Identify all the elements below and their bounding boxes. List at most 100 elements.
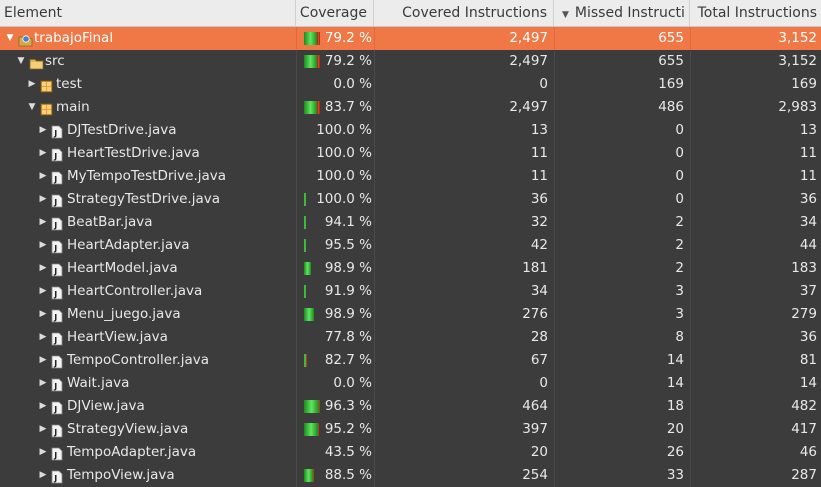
- total-instructions-value: 169: [791, 76, 817, 92]
- tree-row[interactable]: ▶ J StrategyView.java 95.2 % 397 20 417: [0, 418, 821, 441]
- tree-row[interactable]: ▶ J StrategyTestDrive.java 100.0 % 36 0 36: [0, 188, 821, 211]
- covered-instructions-value: 42: [530, 237, 548, 253]
- coverage-percent: 79.2 %: [324, 53, 372, 69]
- element-cell: ▶ test: [0, 73, 296, 96]
- svg-text:J: J: [53, 336, 57, 345]
- tree-row[interactable]: ▶ J DJView.java 96.3 % 464 18 482: [0, 395, 821, 418]
- java-file-icon: J: [51, 193, 64, 208]
- missed-instructions-value: 33: [666, 467, 684, 483]
- tree-row[interactable]: ▶ J HeartAdapter.java 95.5 % 42 2 44: [0, 234, 821, 257]
- expand-arrow-icon[interactable]: ▶: [39, 263, 47, 273]
- expand-arrow-icon[interactable]: ▶: [39, 194, 47, 204]
- expand-arrow-icon[interactable]: ▶: [39, 378, 47, 388]
- column-divider: [296, 234, 297, 257]
- column-divider: [374, 464, 375, 487]
- column-header-covered-instructions[interactable]: Covered Instructions: [374, 0, 554, 26]
- element-name: HeartController.java: [67, 283, 203, 299]
- element-name: src: [45, 53, 65, 69]
- coverage-bar-covered: [304, 193, 306, 206]
- tree-row[interactable]: ▶ J HeartTestDrive.java 100.0 % 11 0 11: [0, 142, 821, 165]
- total-instructions-value: 14: [799, 375, 817, 391]
- collapse-arrow-icon[interactable]: ▼: [28, 102, 36, 112]
- column-divider: [374, 326, 375, 349]
- coverage-bar-covered: [304, 308, 314, 321]
- total-instructions-value: 287: [791, 467, 817, 483]
- coverage-bar: [304, 239, 306, 252]
- column-divider: [554, 257, 555, 280]
- column-divider: [296, 27, 297, 50]
- expand-arrow-icon[interactable]: ▶: [39, 286, 47, 296]
- column-divider: [690, 188, 691, 211]
- element-name: DJTestDrive.java: [67, 122, 177, 138]
- column-divider: [374, 96, 375, 119]
- coverage-bar-covered: [304, 32, 317, 45]
- column-divider: [374, 303, 375, 326]
- java-file-icon: J: [51, 262, 64, 277]
- total-instructions-value: 11: [799, 145, 817, 161]
- expand-arrow-icon[interactable]: ▶: [39, 424, 47, 434]
- collapse-arrow-icon[interactable]: ▼: [17, 56, 25, 66]
- column-divider: [296, 372, 297, 395]
- coverage-percent: 96.3 %: [324, 398, 372, 414]
- tree-row[interactable]: ▶ J HeartView.java 77.8 % 28 8 36: [0, 326, 821, 349]
- covered-instructions-value: 36: [530, 191, 548, 207]
- expand-arrow-icon[interactable]: ▶: [28, 79, 36, 89]
- column-divider: [374, 280, 375, 303]
- covered-instructions-value: 254: [522, 467, 548, 483]
- expand-arrow-icon[interactable]: ▶: [39, 217, 47, 227]
- coverage-bar: [304, 101, 320, 114]
- expand-arrow-icon[interactable]: ▶: [39, 355, 47, 365]
- coverage-cell: 96.3 %: [296, 395, 374, 418]
- column-divider: [296, 211, 297, 234]
- coverage-percent: 94.1 %: [324, 214, 372, 230]
- tree-row[interactable]: ▶ J MyTempoTestDrive.java 100.0 % 11 0 11: [0, 165, 821, 188]
- expand-arrow-icon[interactable]: ▶: [39, 171, 47, 181]
- tree-row[interactable]: ▶ J BeatBar.java 94.1 % 32 2 34: [0, 211, 821, 234]
- tree-row[interactable]: ▼ trabajoFinal 79.2 % 2,497 655 3,152: [0, 27, 821, 50]
- expand-arrow-icon[interactable]: ▶: [39, 401, 47, 411]
- column-divider: [690, 395, 691, 418]
- tree-row[interactable]: ▶ J Wait.java 0.0 % 0 14 14: [0, 372, 821, 395]
- svg-text:J: J: [53, 313, 57, 322]
- svg-text:J: J: [53, 474, 57, 483]
- svg-text:J: J: [53, 198, 57, 207]
- tree-row[interactable]: ▶ J Menu_juego.java 98.9 % 276 3 279: [0, 303, 821, 326]
- tree-row[interactable]: ▶ test 0.0 % 0 169 169: [0, 73, 821, 96]
- coverage-bar-covered: [304, 101, 317, 114]
- column-divider: [690, 50, 691, 73]
- expand-arrow-icon[interactable]: ▶: [39, 240, 47, 250]
- expand-arrow-icon[interactable]: ▶: [39, 332, 47, 342]
- column-divider: [554, 73, 555, 96]
- element-name: StrategyTestDrive.java: [67, 191, 220, 207]
- column-divider: [296, 280, 297, 303]
- column-header-total-instructions[interactable]: Total Instructions: [697, 5, 817, 21]
- tree-row[interactable]: ▶ J TempoController.java 82.7 % 67 14 81: [0, 349, 821, 372]
- tree-row[interactable]: ▼ src 79.2 % 2,497 655 3,152: [0, 50, 821, 73]
- tree-row[interactable]: ▶ J TempoAdapter.java 43.5 % 20 26 46: [0, 441, 821, 464]
- tree-row[interactable]: ▼ main 83.7 % 2,497 486 2,983: [0, 96, 821, 119]
- column-header-coverage[interactable]: Coverage: [296, 0, 374, 26]
- tree-row[interactable]: ▶ J HeartController.java 91.9 % 34 3 37: [0, 280, 821, 303]
- collapse-arrow-icon[interactable]: ▼: [6, 33, 14, 43]
- column-header-missed-instructions[interactable]: ▼ Missed Instructi: [554, 0, 690, 26]
- coverage-tree-table: ▼ trabajoFinal 79.2 % 2,497 655 3,152 ▼ src 79.2…: [0, 27, 821, 487]
- column-divider: [690, 73, 691, 96]
- element-name: StrategyView.java: [67, 421, 189, 437]
- expand-arrow-icon[interactable]: ▶: [39, 470, 47, 480]
- expand-arrow-icon[interactable]: ▶: [39, 148, 47, 158]
- element-name: HeartTestDrive.java: [67, 145, 200, 161]
- column-header-element[interactable]: Element: [0, 0, 296, 26]
- expand-arrow-icon[interactable]: ▶: [39, 309, 47, 319]
- tree-row[interactable]: ▶ J HeartModel.java 98.9 % 181 2 183: [0, 257, 821, 280]
- tree-row[interactable]: ▶ J DJTestDrive.java 100.0 % 13 0 13: [0, 119, 821, 142]
- missed-instructions-value: 18: [666, 398, 684, 414]
- svg-text:J: J: [53, 221, 57, 230]
- expand-arrow-icon[interactable]: ▶: [39, 125, 47, 135]
- source-folder-icon: [29, 55, 44, 70]
- expand-arrow-icon[interactable]: ▶: [39, 447, 47, 457]
- covered-instructions-value: 28: [530, 329, 548, 345]
- coverage-percent: 100.0 %: [316, 168, 372, 184]
- column-divider: [296, 349, 297, 372]
- tree-row[interactable]: ▶ J TempoView.java 88.5 % 254 33 287: [0, 464, 821, 487]
- coverage-percent: 43.5 %: [324, 444, 372, 460]
